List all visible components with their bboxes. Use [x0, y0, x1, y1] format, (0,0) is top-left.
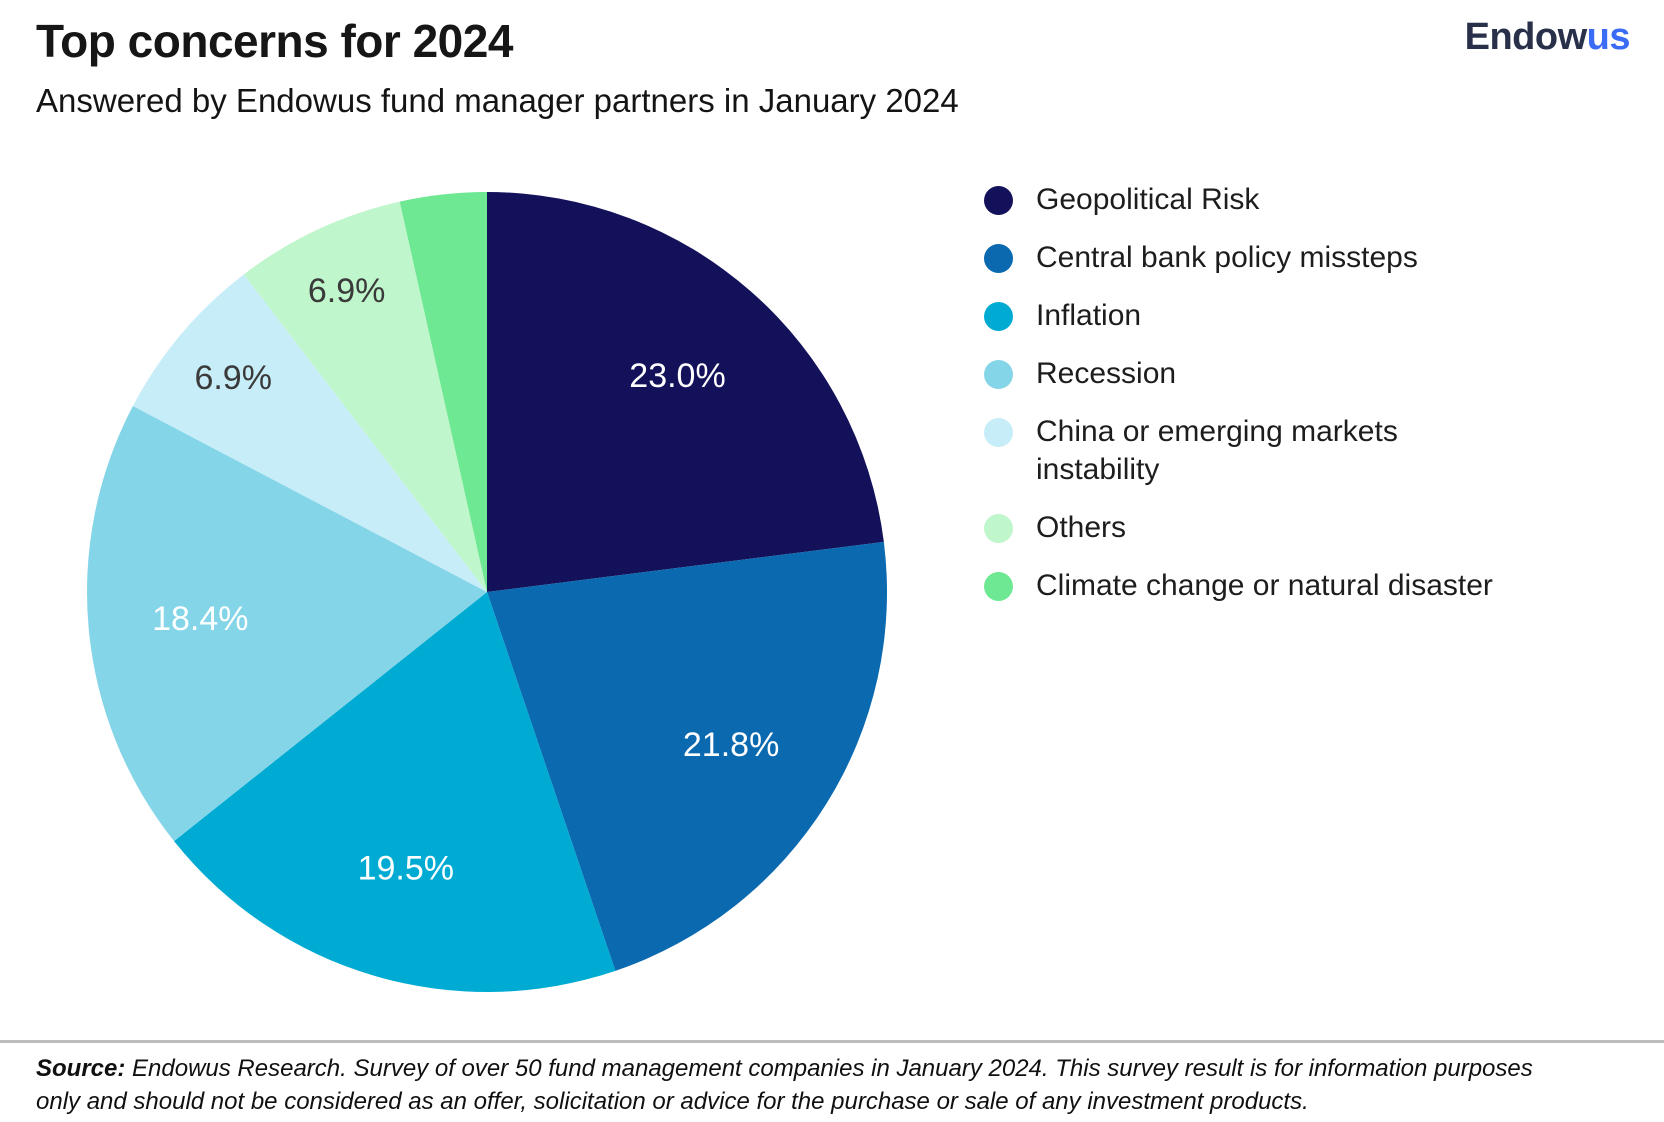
pie-slice-2 — [174, 592, 616, 993]
legend-dot-icon — [984, 360, 1013, 389]
legend-dot-icon — [984, 186, 1013, 215]
legend-item-label: China or emerging markets instability — [1036, 415, 1398, 486]
legend-dot-icon — [984, 514, 1013, 543]
pie-slice-value-label-1: 21.8% — [683, 726, 779, 764]
legend-item-label: Recession — [1036, 357, 1177, 390]
legend-item-3: Recession — [984, 355, 1506, 393]
pie-slice-value-label-0: 23.0% — [629, 357, 725, 395]
pie-slice-value-label-4: 6.9% — [194, 359, 272, 397]
legend-dot-icon — [984, 572, 1013, 601]
legend-item-label: Others — [1036, 511, 1127, 544]
legend-dot-icon — [984, 244, 1013, 273]
pie-slice-0 — [487, 192, 884, 592]
endowus-logo-text-dark: Endow — [1464, 16, 1588, 58]
legend-item-label: Central bank policy missteps — [1036, 241, 1418, 274]
legend-item-5: Others — [984, 509, 1506, 547]
pie-slice-4 — [132, 274, 487, 592]
legend-item-label: Geopolitical Risk — [1036, 183, 1260, 216]
legend-item-2: Inflation — [984, 297, 1506, 335]
pie-slice-5 — [243, 201, 487, 592]
legend: Geopolitical Risk Central bank policy mis… — [984, 181, 1506, 605]
pie-slice-6 — [399, 192, 487, 592]
pie-slice-1 — [487, 541, 888, 971]
legend-dot-icon — [984, 302, 1013, 331]
legend-item-label: Inflation — [1036, 299, 1142, 332]
source-label: Source: — [36, 1055, 126, 1082]
legend-item-6: Climate change or natural disaster — [984, 567, 1506, 605]
footer: Source: Endowus Research. Survey of over… — [0, 1040, 1664, 1118]
page-subtitle: Answered by Endowus fund manager partner… — [36, 82, 959, 119]
endowus-logo: Endowus — [1464, 16, 1631, 59]
source-text: Endowus Research. Survey of over 50 fund… — [36, 1055, 1533, 1115]
endowus-logo-text-blue: us — [1586, 16, 1631, 58]
pie-slice-value-label-3: 18.4% — [152, 600, 248, 638]
legend-dot-icon — [984, 418, 1013, 447]
pie-slice-value-label-5: 6.9% — [308, 272, 386, 310]
legend-item-4: China or emerging markets instability — [984, 413, 1506, 489]
legend-item-0: Geopolitical Risk — [984, 181, 1506, 219]
legend-item-label: Climate change or natural disaster — [1036, 569, 1493, 602]
legend-item-1: Central bank policy missteps — [984, 239, 1506, 277]
pie-chart: 23.0% 21.8% 19.5% 18.4% 6.9% 6.9% — [86, 192, 888, 993]
pie-slice-value-label-2: 19.5% — [358, 849, 454, 887]
source-note: Source: Endowus Research. Survey of over… — [36, 1052, 1581, 1118]
page-title: Top concerns for 2024 — [36, 15, 513, 67]
pie-slice-3 — [86, 405, 488, 842]
